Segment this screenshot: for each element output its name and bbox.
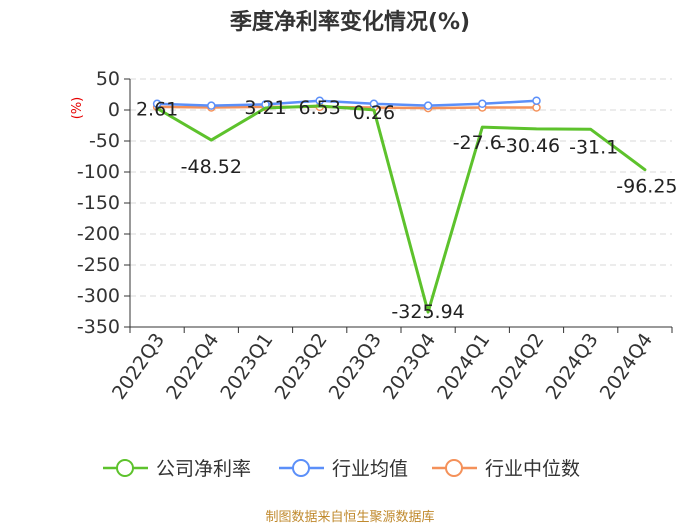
legend-item-industry_median[interactable]: 行业中位数 (432, 458, 580, 480)
y-tick-label: 50 (96, 68, 120, 90)
y-tick-label: -200 (77, 223, 120, 245)
x-tick-label-2024Q1: 2024Q1 (433, 329, 494, 403)
series-industry_avg (152, 96, 541, 110)
data-label-2023Q2: 6.53 (299, 97, 341, 119)
data-point-industry_avg (369, 99, 379, 109)
series-company (155, 104, 647, 314)
data-point-industry_avg (315, 96, 324, 105)
data-label-2022Q3: 2.61 (136, 98, 178, 120)
data-label-2023Q1: 3.21 (244, 97, 286, 119)
legend-label: 行业中位数 (485, 458, 580, 480)
x-tick-label-2024Q3: 2024Q3 (542, 329, 603, 403)
data-point-industry_avg (532, 96, 541, 105)
x-tick-label-2023Q3: 2023Q3 (325, 329, 386, 403)
legend-swatch-marker (292, 459, 310, 477)
y-tick-label: -50 (89, 130, 120, 152)
series-line-company (155, 104, 647, 314)
y-tick-label: -250 (77, 254, 120, 276)
legend-label: 公司净利率 (156, 458, 251, 480)
legend-swatch-marker (445, 459, 463, 477)
series-group (152, 96, 647, 314)
legend[interactable]: 公司净利率 行业均值 行业中位数 (103, 458, 580, 480)
x-tick-label-2023Q2: 2023Q2 (271, 329, 332, 403)
data-label-2024Q2: -30.46 (499, 135, 560, 157)
data-label-2023Q3: 0.26 (353, 102, 395, 124)
data-label-2024Q3: -31.1 (569, 136, 618, 158)
x-tick-label-2024Q4: 2024Q4 (596, 329, 657, 403)
y-tick-label: -300 (77, 285, 120, 307)
x-tick-label-2023Q1: 2023Q1 (216, 329, 277, 403)
data-point-industry_avg (478, 99, 487, 109)
legend-label: 行业均值 (332, 458, 408, 480)
gridlines (130, 78, 672, 328)
legend-item-industry_avg[interactable]: 行业均值 (279, 458, 408, 480)
x-tick-label-2023Q4: 2023Q4 (379, 329, 440, 403)
data-label-2024Q4: -96.25 (616, 176, 677, 198)
y-tick-label: -350 (77, 316, 120, 338)
y-tick-label: -150 (77, 192, 120, 214)
chart-title: 季度净利率变化情况(%) (230, 9, 470, 35)
data-label-2023Q4: -325.94 (391, 301, 464, 323)
legend-swatch-marker (116, 459, 134, 477)
series-line-industry_avg (155, 99, 538, 107)
y-tick-label: -100 (77, 161, 120, 183)
y-tick-label: 0 (108, 99, 120, 121)
source-note: 制图数据来自恒生聚源数据库 (265, 509, 434, 525)
data-labels: 2.61 -48.52 3.21 6.53 0.26 -325.94 -27.6-30.46… (136, 97, 678, 323)
x-tick-label-2022Q3: 2022Q3 (108, 329, 169, 403)
x-tick-label-2024Q2: 2024Q2 (487, 329, 548, 403)
legend-item-company[interactable]: 公司净利率 (103, 458, 251, 480)
data-point-industry_avg (207, 101, 216, 110)
y-axis-label: (%) (70, 97, 85, 120)
data-label-2024Q1: -27.6 (453, 132, 502, 154)
data-label-2022Q4: -48.52 (181, 156, 242, 178)
data-point-industry_avg (423, 101, 433, 110)
x-tick-label-2022Q4: 2022Q4 (162, 329, 223, 403)
data-point-industry_median (532, 103, 541, 112)
